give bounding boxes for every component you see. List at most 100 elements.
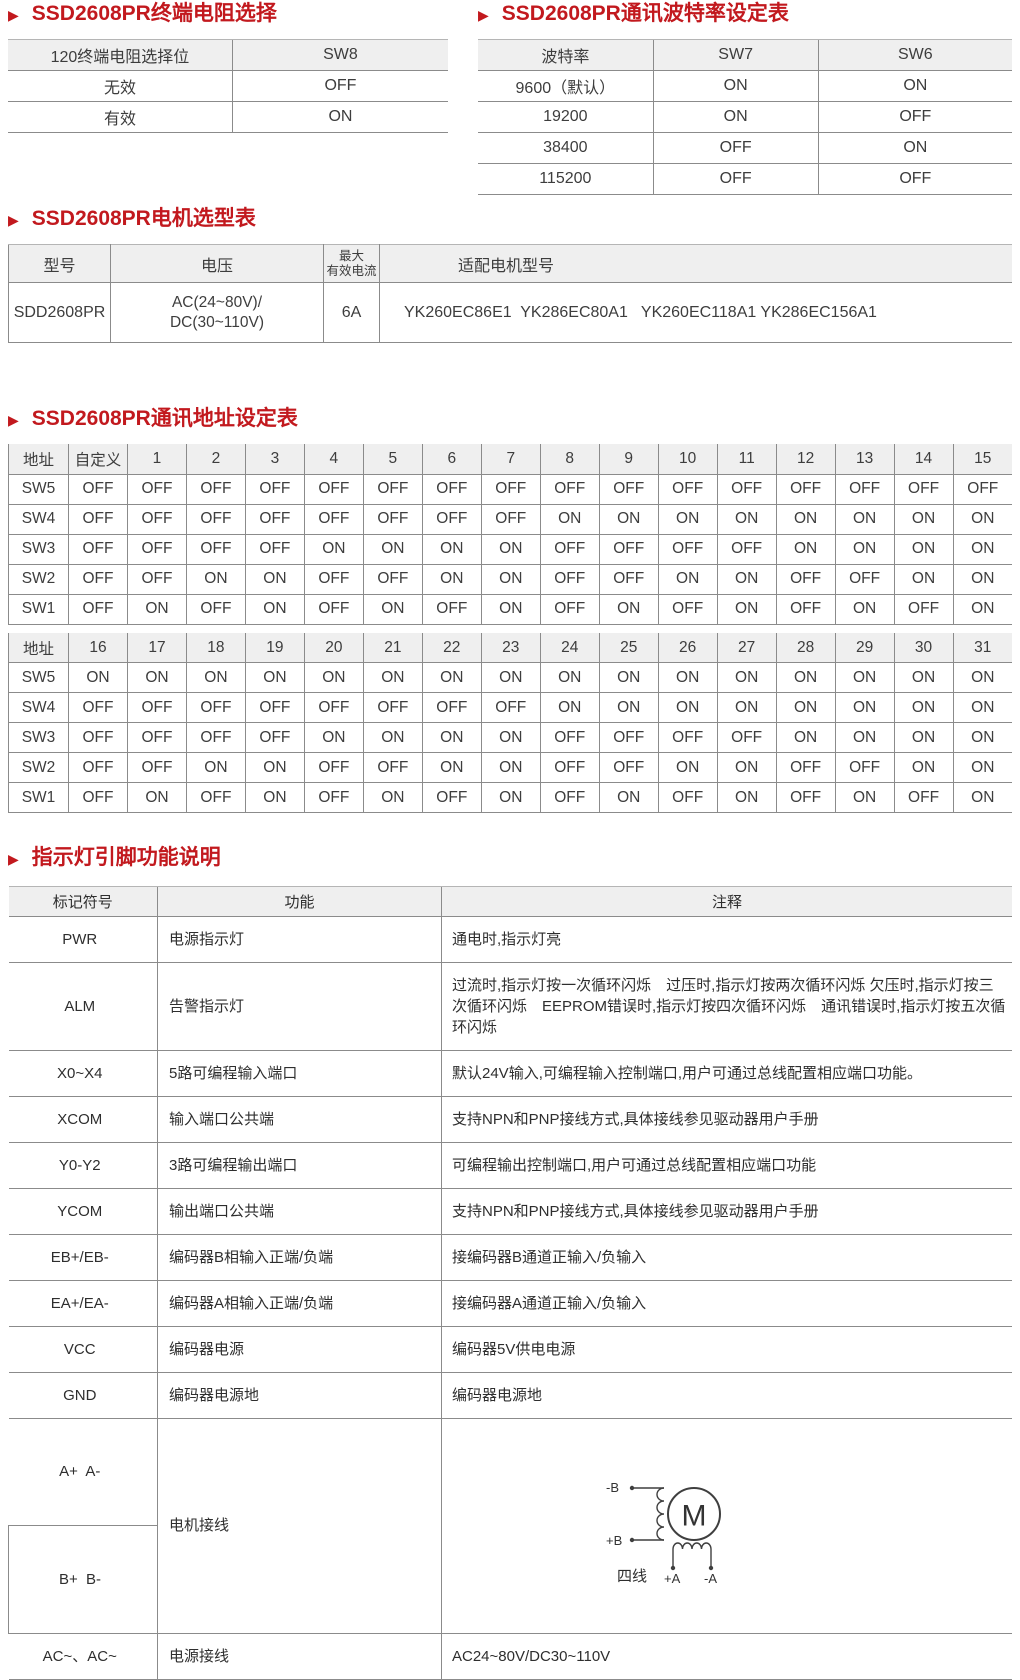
- table-header-cell: 22: [422, 632, 482, 664]
- table-cell: OFF: [186, 474, 246, 505]
- baud-section-title-text: SSD2608PR通讯波特率设定表: [501, 2, 789, 25]
- terminal-table-body: 无效 OFF 有效 ON: [8, 70, 448, 134]
- table-cell: OFF: [776, 564, 836, 595]
- table-cell: 编码器电源地: [441, 1372, 1012, 1419]
- table-row: ALM 告警指示灯 过流时,指示灯按一次循环闪烁 过压时,指示灯按两次循环闪烁 欠压…: [8, 962, 1012, 1051]
- table-cell: OFF: [127, 564, 187, 595]
- table-cell: OFF: [68, 564, 128, 595]
- table-cell: 电源指示灯: [157, 916, 442, 963]
- pins-section-title: ▶ 指示灯引脚功能说明: [8, 846, 1012, 870]
- table-cell: OFF: [953, 474, 1012, 505]
- table-cell: OFF: [245, 504, 305, 535]
- table-cell: ON: [776, 722, 836, 754]
- table-row: SW3 OFF OFF OFF OFF ON ON ON ON OFF OFF OFF OFF ON ON O…: [8, 722, 1012, 754]
- table-cell: ON: [422, 662, 482, 694]
- table-header-cell: 14: [894, 444, 954, 475]
- table-cell: OFF: [599, 752, 659, 784]
- table-header-cell: 29: [835, 632, 895, 664]
- table-cell: OFF: [717, 722, 777, 754]
- table-cell: ON: [481, 564, 541, 595]
- table-cell: ON: [422, 564, 482, 595]
- table-cell: 3路可编程输出端口: [157, 1142, 442, 1189]
- table-cell: ON: [540, 504, 600, 535]
- table-cell: OFF: [540, 534, 600, 565]
- table-cell: ON: [599, 504, 659, 535]
- diagram-motor-letter: M: [682, 1499, 707, 1532]
- section-bullet-icon: ▶: [8, 7, 19, 24]
- table-cell: 编码器5V供电电源: [441, 1326, 1012, 1373]
- table-cell: OFF: [894, 474, 954, 505]
- table-cell: ON: [717, 752, 777, 784]
- table-cell: ON: [481, 534, 541, 565]
- diagram-label-b-minus: -B: [606, 1480, 619, 1495]
- table-row: 9600（默认） ON ON: [478, 70, 1012, 103]
- table-cell: OFF: [481, 504, 541, 535]
- table-cell: OFF: [599, 534, 659, 565]
- table-cell: 支持NPN和PNP接线方式,具体接线参见驱动器用户手册: [441, 1096, 1012, 1143]
- table-cell: ON: [894, 662, 954, 694]
- table-cell: OFF: [304, 752, 364, 784]
- table-row: SW4 OFF OFF OFF OFF OFF OFF OFF OFF ON ON ON ON ON ON O…: [8, 692, 1012, 724]
- four-wire-motor-diagram: -B +B +A -A M 四线: [606, 1480, 721, 1586]
- table-header-cell: 16: [68, 632, 128, 664]
- table-cell: ON: [835, 594, 895, 625]
- table-header-cell: 31: [953, 632, 1012, 664]
- table-cell: GND: [8, 1372, 158, 1419]
- table-header-cell: SW6: [817, 39, 1012, 72]
- table-cell: OFF: [68, 782, 128, 814]
- table-cell: 支持NPN和PNP接线方式,具体接线参见驱动器用户手册: [441, 1188, 1012, 1235]
- table-cell: ON: [835, 722, 895, 754]
- table-header-cell: 25: [599, 632, 659, 664]
- table-row: SW5 OFF OFF OFF OFF OFF OFF OFF OFF OFF OFF OFF OFF O…: [8, 474, 1012, 505]
- table-cell: ON: [186, 662, 246, 694]
- pins-table-header-row: 标记符号 功能 注释: [8, 885, 1012, 917]
- table-cell: OFF: [894, 594, 954, 625]
- table-cell: OFF: [717, 534, 777, 565]
- table-header-cell: 5: [363, 444, 423, 475]
- table-cell: OFF: [363, 564, 423, 595]
- table-row: SDD2608PR AC(24~80V)/ DC(30~110V) 6A YK260E…: [8, 282, 1012, 344]
- table-cell: ON: [481, 782, 541, 814]
- table-cell: XCOM: [8, 1096, 158, 1143]
- table-cell: OFF: [776, 474, 836, 505]
- table-cell: EB+/EB-: [8, 1234, 158, 1281]
- table-header-cell: 27: [717, 632, 777, 664]
- table-cell: ON: [717, 782, 777, 814]
- table-cell: OFF: [894, 782, 954, 814]
- pin-function-motor-wiring: 电机接线: [157, 1418, 442, 1634]
- table-cell: 接编码器B通道正输入/负输入: [441, 1234, 1012, 1281]
- table-cell: 6A: [323, 282, 380, 344]
- table-cell: OFF: [186, 534, 246, 565]
- table-cell: OFF: [540, 722, 600, 754]
- table-header-cell: 3: [245, 444, 305, 475]
- address-table1-header-row: 地址 自定义 1 2 3 4 5 6 7 8 9 10 11 12 13 14 15: [8, 444, 1012, 475]
- table-row: EB+/EB- 编码器B相输入正端/负端 接编码器B通道正输入/负输入: [8, 1234, 1012, 1281]
- table-header-cell: 120终端电阻选择位: [8, 39, 233, 72]
- table-cell: ON: [894, 692, 954, 724]
- table-header-cell: 23: [481, 632, 541, 664]
- table-row: X0~X4 5路可编程输入端口 默认24V输入,可编程输入控制端口,用户可通过总线配…: [8, 1050, 1012, 1097]
- table-cell: OFF: [304, 782, 364, 814]
- table-row: 19200 ON OFF: [478, 101, 1012, 134]
- terminal-section-title-text: SSD2608PR终端电阻选择: [31, 2, 277, 25]
- table-cell: AC(24~80V)/ DC(30~110V): [110, 282, 324, 344]
- table-cell: 5路可编程输入端口: [157, 1050, 442, 1097]
- table-cell: 默认24V输入,可编程输入控制端口,用户可通过总线配置相应端口功能。: [441, 1050, 1012, 1097]
- table-cell: OFF: [658, 782, 718, 814]
- table-row: SW2 OFF OFF ON ON OFF OFF ON ON OFF OFF ON ON OFF OFF O…: [8, 752, 1012, 784]
- table-header-cell: 12: [776, 444, 836, 475]
- table-header-cell: 地址: [8, 632, 69, 664]
- table-cell: ON: [599, 692, 659, 724]
- table-cell: SW2: [8, 564, 69, 595]
- baud-table-header-row: 波特率 SW7 SW6: [478, 39, 1012, 72]
- table-cell: OFF: [127, 692, 187, 724]
- table-cell: OFF: [245, 692, 305, 724]
- table-cell: 输出端口公共端: [157, 1188, 442, 1235]
- table-cell: ON: [717, 692, 777, 724]
- power-wiring-row: AC~、AC~ 电源接线 AC24~80V/DC30~110V: [8, 1633, 1012, 1680]
- table-cell: ON: [231, 101, 448, 134]
- table-cell: OFF: [304, 594, 364, 625]
- table-header-cell: SW7: [652, 39, 819, 72]
- table-header-cell: 最大 有效电流: [323, 244, 380, 284]
- pin-symbol-a-phase: A+ A-: [8, 1418, 158, 1527]
